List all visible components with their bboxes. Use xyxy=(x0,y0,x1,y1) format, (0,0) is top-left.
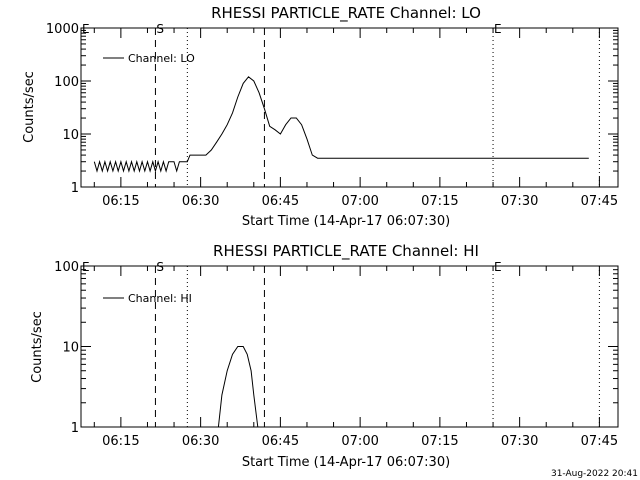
chart-hi: RHESSI PARTICLE_RATE Channel: HI E S E 1 10… xyxy=(30,242,619,470)
footer-timestamp: 31-Aug-2022 20:41 xyxy=(551,469,638,479)
x-tick-label: 07:45 xyxy=(581,434,618,449)
chart-lo-title: RHESSI PARTICLE_RATE Channel: LO xyxy=(211,4,481,23)
y-tick-label: 1 xyxy=(71,421,79,436)
x-tick-label: 07:30 xyxy=(501,194,538,209)
chart-lo-plot-frame xyxy=(80,27,619,188)
event-marker-label: E xyxy=(494,22,502,36)
chart-hi-series-line xyxy=(217,346,259,428)
chart-hi-title: RHESSI PARTICLE_RATE Channel: HI xyxy=(213,242,479,261)
x-tick-label: 07:45 xyxy=(581,194,618,209)
x-tick-label: 07:30 xyxy=(501,434,538,449)
x-tick-label: 06:15 xyxy=(102,194,139,209)
event-marker-label: S xyxy=(156,260,164,274)
chart-lo-y-ticks: 1 10 100 1000 xyxy=(46,22,618,196)
event-marker-label: E xyxy=(82,260,90,274)
chart-hi-y-ticks: 1 10 100 xyxy=(54,260,618,436)
y-tick-label: 1000 xyxy=(46,22,79,37)
chart-lo-legend-label: Channel: LO xyxy=(128,52,195,65)
y-tick-label: 100 xyxy=(54,260,79,275)
y-tick-label: 100 xyxy=(54,75,79,90)
x-tick-label: 06:30 xyxy=(182,434,219,449)
chart-hi-x-axis-label: Start Time (14-Apr-17 06:07:30) xyxy=(242,455,450,470)
chart-lo-legend: Channel: LO xyxy=(103,52,195,65)
y-tick-label: 10 xyxy=(62,341,79,356)
x-tick-label: 07:00 xyxy=(341,434,378,449)
event-marker-label: E xyxy=(494,260,502,274)
chart-hi-x-ticks: 06:15 06:30 06:45 07:00 07:15 07:30 07:45 xyxy=(93,266,618,449)
x-tick-label: 06:45 xyxy=(262,194,299,209)
chart-hi-legend-label: Channel: HI xyxy=(128,292,192,305)
event-marker-label: E xyxy=(82,22,90,36)
chart-hi-legend: Channel: HI xyxy=(103,292,192,305)
y-tick-label: 1 xyxy=(71,181,79,196)
x-tick-label: 06:45 xyxy=(262,434,299,449)
x-tick-label: 06:15 xyxy=(102,434,139,449)
x-tick-label: 07:15 xyxy=(421,434,458,449)
chart-lo: RHESSI PARTICLE_RATE Channel: LO E S E 1 10… xyxy=(22,4,619,229)
chart-hi-y-axis-label: Counts/sec xyxy=(30,311,45,383)
event-marker-label: S xyxy=(156,22,164,36)
chart-lo-x-axis-label: Start Time (14-Apr-17 06:07:30) xyxy=(242,214,450,229)
y-tick-label: 10 xyxy=(62,128,79,143)
chart-hi-plot-frame xyxy=(80,265,619,428)
chart-lo-x-ticks: 06:15 06:30 06:45 07:00 07:15 07:30 07:45 xyxy=(93,28,618,209)
x-tick-label: 07:15 xyxy=(421,194,458,209)
chart-lo-y-axis-label: Counts/sec xyxy=(22,71,37,143)
x-tick-label: 07:00 xyxy=(341,194,378,209)
chart-lo-series-line xyxy=(93,76,589,173)
x-tick-label: 06:30 xyxy=(182,194,219,209)
